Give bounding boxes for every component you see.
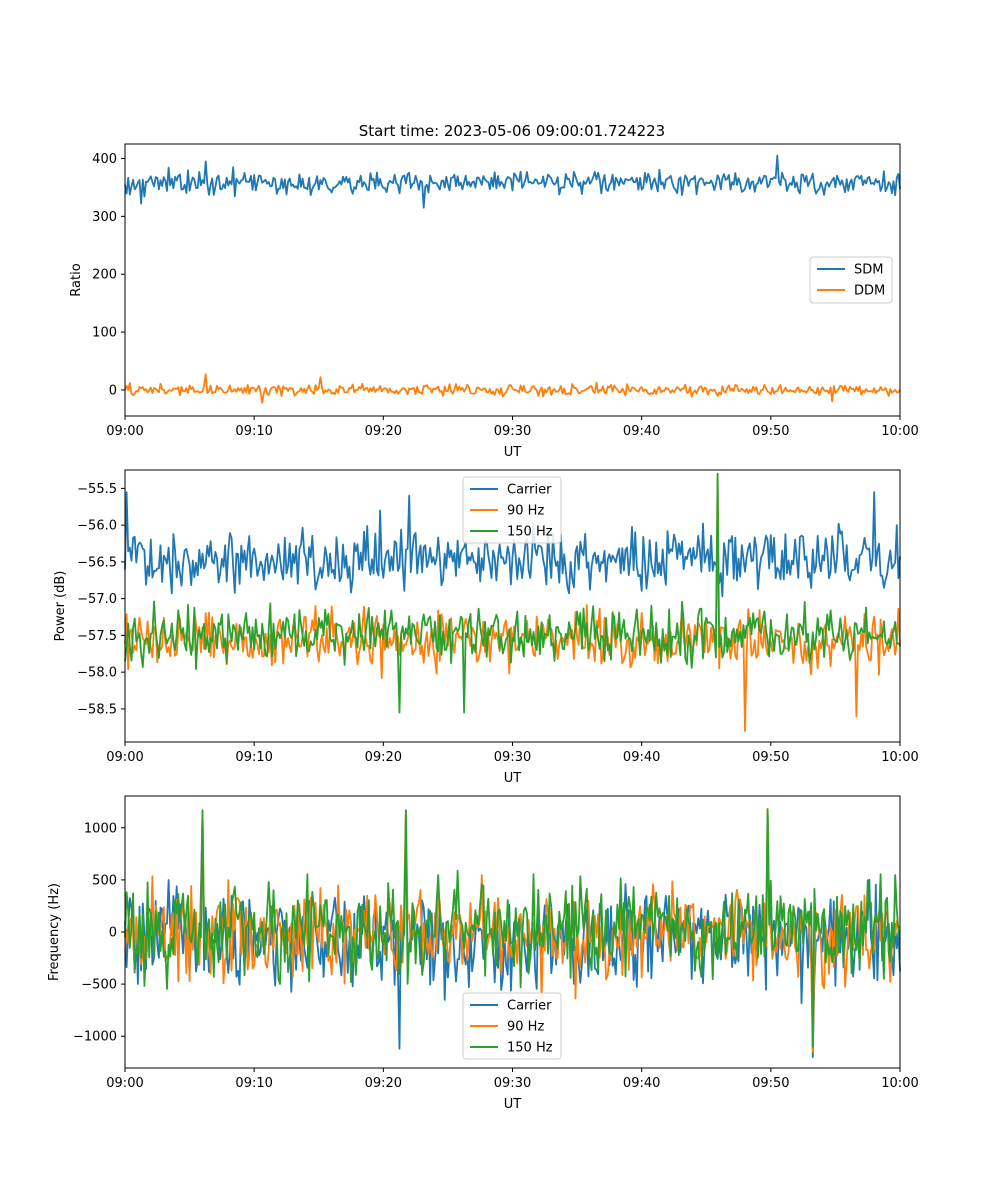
legend: Carrier 90 Hz 150 Hz — [462, 992, 562, 1060]
legend-label: Carrier — [507, 999, 552, 1014]
y-axis-label: Power (dB) — [53, 571, 68, 642]
y-tick-label: 1000 — [84, 821, 117, 836]
series-line-ddm — [124, 373, 901, 404]
x-tick-label: 09:10 — [235, 424, 272, 439]
x-tick-label: 09:20 — [365, 750, 402, 765]
x-tick-label: 09:50 — [752, 1076, 789, 1091]
legend-label: Carrier — [507, 483, 552, 498]
series-line-150-hz — [124, 472, 901, 714]
legend: Carrier 90 Hz 150 Hz — [462, 476, 562, 544]
x-tick-label: 09:30 — [494, 424, 531, 439]
y-tick-label: −56.0 — [77, 519, 117, 534]
chart-panel-3: 09:00 09:10 09:20 09:30 09:40 09:50 10:00 −1000… — [47, 795, 919, 1112]
y-tick-label: 200 — [92, 268, 117, 283]
y-tick-label: −1000 — [73, 1030, 117, 1045]
series-line-carrier — [124, 491, 901, 598]
chart-panel-1: 09:00 09:10 09:20 09:30 09:40 09:50 10:00 0 100 2… — [69, 143, 919, 460]
x-axis-label: UT — [504, 771, 522, 786]
x-tick-label: 09:30 — [494, 750, 531, 765]
legend-label: 150 Hz — [507, 525, 553, 540]
legend: SDM DDM — [809, 256, 893, 304]
series-line-90-hz — [124, 808, 901, 1053]
x-tick-label: 10:00 — [881, 750, 918, 765]
y-tick-label: −57.0 — [77, 592, 117, 607]
legend-box — [462, 992, 562, 1060]
x-tick-label: 09:50 — [752, 424, 789, 439]
x-tick-label: 09:20 — [365, 1076, 402, 1091]
x-tick-label: 09:10 — [235, 1076, 272, 1091]
x-tick-label: 10:00 — [881, 424, 918, 439]
series-line-150-hz — [124, 808, 901, 1048]
x-tick-label: 09:40 — [623, 750, 660, 765]
figure-title: Start time: 2023-05-06 09:00:01.724223 — [359, 122, 665, 140]
panels: 09:00 09:10 09:20 09:30 09:40 09:50 10:00 0 100 2… — [47, 143, 919, 1112]
x-tick-label: 09:00 — [106, 1076, 143, 1091]
chart-panel-2: 09:00 09:10 09:20 09:30 09:40 09:50 10:00 −58.5… — [53, 469, 919, 786]
x-tick-label: 09:40 — [623, 1076, 660, 1091]
legend-label: SDM — [854, 263, 883, 278]
y-tick-label: 300 — [92, 210, 117, 225]
x-tick-label: 09:00 — [106, 750, 143, 765]
x-tick-label: 09:20 — [365, 424, 402, 439]
y-tick-label: −57.5 — [77, 629, 117, 644]
x-tick-label: 09:30 — [494, 1076, 531, 1091]
legend-label: DDM — [854, 284, 885, 299]
series-line-sdm — [124, 154, 901, 209]
x-tick-label: 09:10 — [235, 750, 272, 765]
legend-label: 90 Hz — [507, 504, 544, 519]
y-tick-label: −500 — [81, 978, 117, 993]
legend-label: 150 Hz — [507, 1041, 553, 1056]
x-tick-label: 09:50 — [752, 750, 789, 765]
y-tick-label: −55.5 — [77, 482, 117, 497]
x-tick-label: 09:40 — [623, 424, 660, 439]
y-tick-label: 400 — [92, 152, 117, 167]
y-axis-label: Frequency (Hz) — [47, 883, 62, 981]
y-tick-label: 500 — [92, 873, 117, 888]
x-tick-label: 09:00 — [106, 424, 143, 439]
x-tick-label: 10:00 — [881, 1076, 918, 1091]
x-axis-label: UT — [504, 1097, 522, 1112]
y-tick-label: −58.5 — [77, 702, 117, 717]
y-tick-label: −56.5 — [77, 555, 117, 570]
legend-label: 90 Hz — [507, 1020, 544, 1035]
y-tick-label: −58.0 — [77, 666, 117, 681]
y-tick-label: 100 — [92, 326, 117, 341]
y-axis-label: Ratio — [69, 263, 84, 296]
x-axis-label: UT — [504, 445, 522, 460]
legend-box — [462, 476, 562, 544]
y-tick-label: 0 — [109, 383, 117, 398]
y-tick-label: 0 — [109, 926, 117, 941]
